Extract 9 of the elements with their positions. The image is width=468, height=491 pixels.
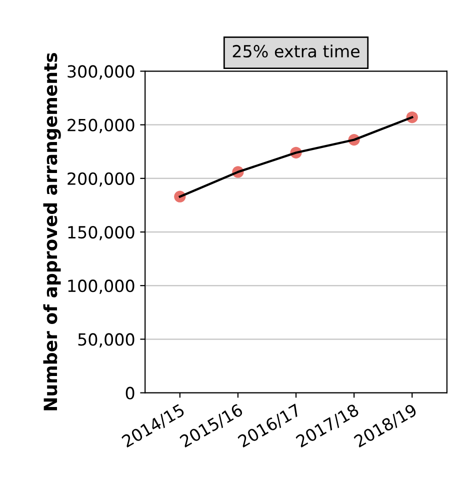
y-tick-label: 50,000 (78, 333, 134, 348)
y-tick-label: 300,000 (68, 65, 134, 80)
y-tick-label: 100,000 (68, 280, 134, 294)
y-tick-label: 200,000 (68, 172, 134, 187)
chart-title: 25% extra time (232, 44, 360, 58)
y-tick-label: 150,000 (68, 226, 134, 240)
y-tick-label: 250,000 (68, 118, 134, 134)
y-axis-title: Number of approved arrangements (43, 52, 61, 410)
y-tick-label: 0 (126, 386, 134, 400)
